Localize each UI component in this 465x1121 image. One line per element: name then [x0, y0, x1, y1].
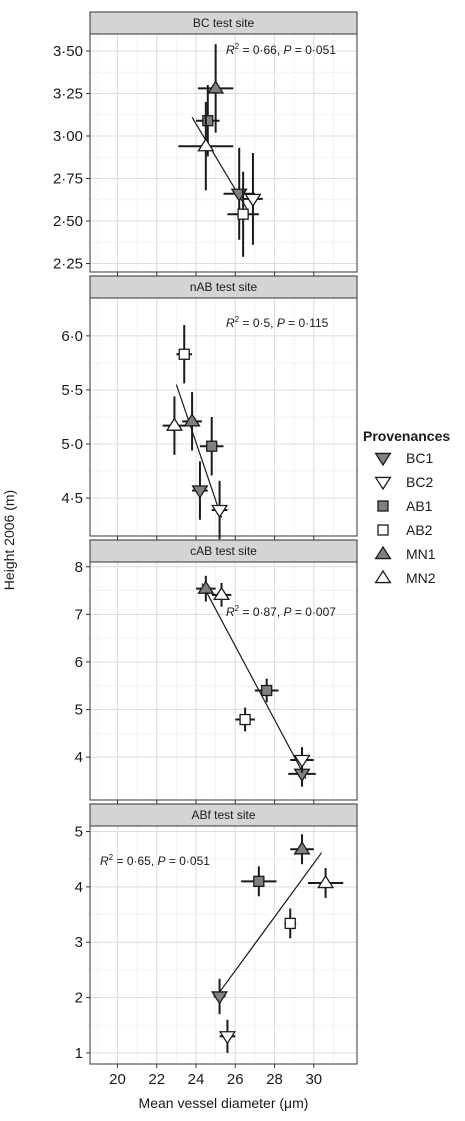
legend-label: MN1 — [406, 546, 436, 562]
y-tick-label: 2·75 — [53, 171, 83, 188]
panel-3: cAB test site 4 5 6 7 8 R2 = 0·87, P = 0·007 — [75, 540, 357, 804]
legend-marker — [378, 525, 388, 535]
x-tick-label: 26 — [227, 1071, 244, 1088]
plot-area — [90, 34, 357, 272]
y-tick-label: 4·5 — [61, 490, 83, 507]
y-tick-label: 2·25 — [53, 256, 83, 273]
point-marker — [285, 918, 295, 928]
x-axis-title: Mean vessel diameter (μm) — [139, 1095, 309, 1111]
y-tick-label: 7 — [75, 606, 83, 623]
x-tick-label: 24 — [188, 1071, 205, 1088]
panel-title: cAB test site — [190, 544, 257, 558]
y-tick-label: 8 — [75, 559, 83, 576]
y-tick-label: 4 — [75, 879, 83, 896]
x-tick-label: 20 — [109, 1071, 126, 1088]
legend-label: BC1 — [406, 450, 433, 466]
legend-item-bc1: BC1 — [376, 450, 434, 466]
y-tick-label: 5·0 — [61, 436, 83, 453]
y-tick-label: 5 — [75, 702, 83, 719]
panel-4: ABf test site 1 2 3 4 5 R2 = 0·65, P = 0·051 — [75, 804, 357, 1068]
y-tick-label: 5·5 — [61, 382, 83, 399]
x-tick-label: 28 — [266, 1071, 283, 1088]
panel-title: BC test site — [193, 16, 255, 30]
y-tick-label: 6 — [75, 654, 83, 671]
y-axis-title: Height 2006 (m) — [1, 490, 17, 590]
legend-label: AB1 — [406, 498, 433, 514]
legend-label: AB2 — [406, 522, 433, 538]
legend-item-ab2: AB2 — [378, 522, 433, 538]
legend-item-bc2: BC2 — [376, 474, 434, 490]
legend: Provenances BC1 BC2 AB1 AB2 MN1 MN2 — [363, 428, 450, 586]
point-marker — [203, 116, 213, 126]
point-marker — [238, 209, 248, 219]
y-tick-label: 3·25 — [53, 86, 83, 103]
panel-1: BC test site 2·25 2·50 2·75 3·00 3·25 3·50 R2 =… — [53, 12, 357, 276]
legend-item-mn1: MN1 — [376, 546, 436, 562]
y-tick-label: 6·0 — [61, 328, 83, 345]
panel-title: nAB test site — [190, 280, 258, 294]
y-tick-label: 2 — [75, 990, 83, 1007]
stat-annotation: R2 = 0·87, P = 0·007 — [226, 604, 336, 619]
legend-label: BC2 — [406, 474, 433, 490]
legend-title: Provenances — [363, 428, 450, 444]
legend-marker — [376, 477, 391, 489]
legend-item-mn2: MN2 — [376, 570, 436, 586]
x-tick-label: 22 — [148, 1071, 165, 1088]
panel-2: nAB test site 4·5 5·0 5·5 6·0 R2 = 0·5, P = 0… — [61, 276, 357, 540]
legend-marker — [376, 547, 391, 559]
y-tick-label: 3 — [75, 934, 83, 951]
stat-annotation: R2 = 0·5, P = 0·115 — [226, 315, 329, 330]
y-tick-label: 3·00 — [53, 128, 83, 145]
legend-item-ab1: AB1 — [378, 498, 433, 514]
legend-marker — [376, 571, 391, 583]
point-marker — [207, 441, 217, 451]
y-tick-label: 4 — [75, 749, 83, 766]
point-marker — [254, 876, 264, 886]
panel-title: ABf test site — [191, 808, 255, 822]
point-marker — [179, 349, 189, 359]
stat-annotation: R2 = 0·66, P = 0·051 — [226, 42, 336, 57]
y-tick-label: 1 — [75, 1045, 83, 1062]
y-tick-label: 5 — [75, 824, 83, 841]
legend-marker — [378, 501, 388, 511]
stat-annotation: R2 = 0·65, P = 0·051 — [100, 853, 210, 868]
point-marker — [240, 715, 250, 725]
point-marker — [262, 686, 272, 696]
x-tick-label: 30 — [305, 1071, 322, 1088]
legend-label: MN2 — [406, 570, 436, 586]
y-tick-label: 2·50 — [53, 213, 83, 230]
legend-marker — [376, 453, 391, 465]
y-tick-label: 3·50 — [53, 43, 83, 60]
